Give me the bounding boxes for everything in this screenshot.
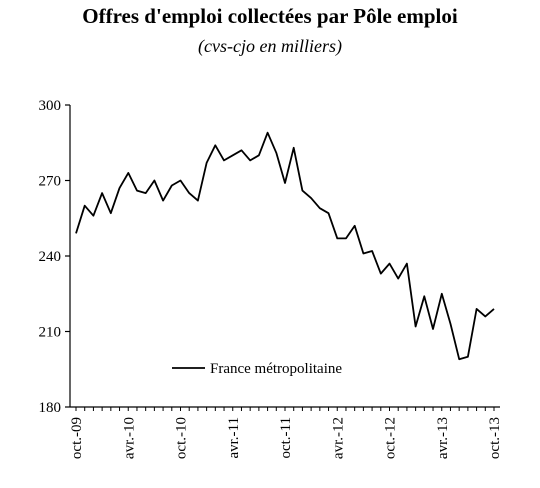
y-tick-label: 180 xyxy=(39,400,62,416)
x-tick-label: oct.-10 xyxy=(174,417,190,459)
x-tick-label: avr.-13 xyxy=(435,417,451,459)
y-tick-label: 210 xyxy=(39,325,62,341)
y-tick-label: 270 xyxy=(39,174,62,190)
x-tick-label: oct.-12 xyxy=(383,417,399,459)
chart-subtitle: (cvs-cjo en milliers) xyxy=(198,36,342,56)
y-tick-label: 240 xyxy=(39,249,62,265)
x-axis: oct.-09 avr.-10 oct.-10 avr.-11 oct.-11 avr.-… xyxy=(69,407,503,459)
x-tick-label: avr.-11 xyxy=(226,417,242,459)
x-tick-label: oct.-13 xyxy=(487,417,503,459)
chart-title: Offres d'emploi collectées par Pôle empl… xyxy=(82,4,458,28)
x-tick-label: avr.-10 xyxy=(121,417,137,459)
legend: France métropolitaine xyxy=(172,361,342,377)
series-layer xyxy=(75,131,495,361)
y-axis: 180 210 240 270 300 xyxy=(39,98,70,416)
legend-label: France métropolitaine xyxy=(210,361,342,377)
y-tick-label: 300 xyxy=(39,98,62,114)
x-tick-label: oct.-11 xyxy=(278,417,294,459)
x-tick-label: avr.-12 xyxy=(330,417,346,459)
x-tick-label: oct.-09 xyxy=(69,417,85,459)
series-line-france-metropolitaine xyxy=(75,131,495,361)
